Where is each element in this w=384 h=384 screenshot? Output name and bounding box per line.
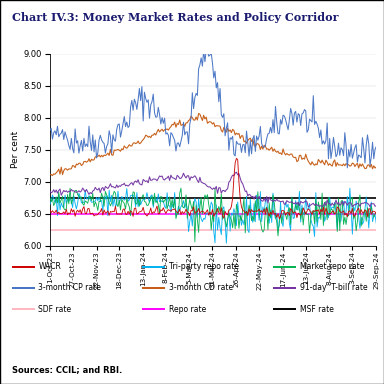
- Text: 3-month CD rate: 3-month CD rate: [169, 283, 233, 293]
- Text: Chart IV.3: Money Market Rates and Policy Corridor: Chart IV.3: Money Market Rates and Polic…: [12, 12, 338, 23]
- Text: WACR: WACR: [38, 262, 61, 271]
- Text: MSF rate: MSF rate: [300, 305, 333, 314]
- Y-axis label: Per cent: Per cent: [11, 131, 20, 169]
- Text: Tri-party repo rate: Tri-party repo rate: [169, 262, 239, 271]
- Text: Sources: CCIL; and RBI.: Sources: CCIL; and RBI.: [12, 366, 122, 374]
- Text: Market repo rate: Market repo rate: [300, 262, 364, 271]
- Text: SDF rate: SDF rate: [38, 305, 71, 314]
- Text: 3-month CP rate: 3-month CP rate: [38, 283, 101, 293]
- Text: 91-day  T-bill rate: 91-day T-bill rate: [300, 283, 367, 293]
- Text: Repo rate: Repo rate: [169, 305, 206, 314]
